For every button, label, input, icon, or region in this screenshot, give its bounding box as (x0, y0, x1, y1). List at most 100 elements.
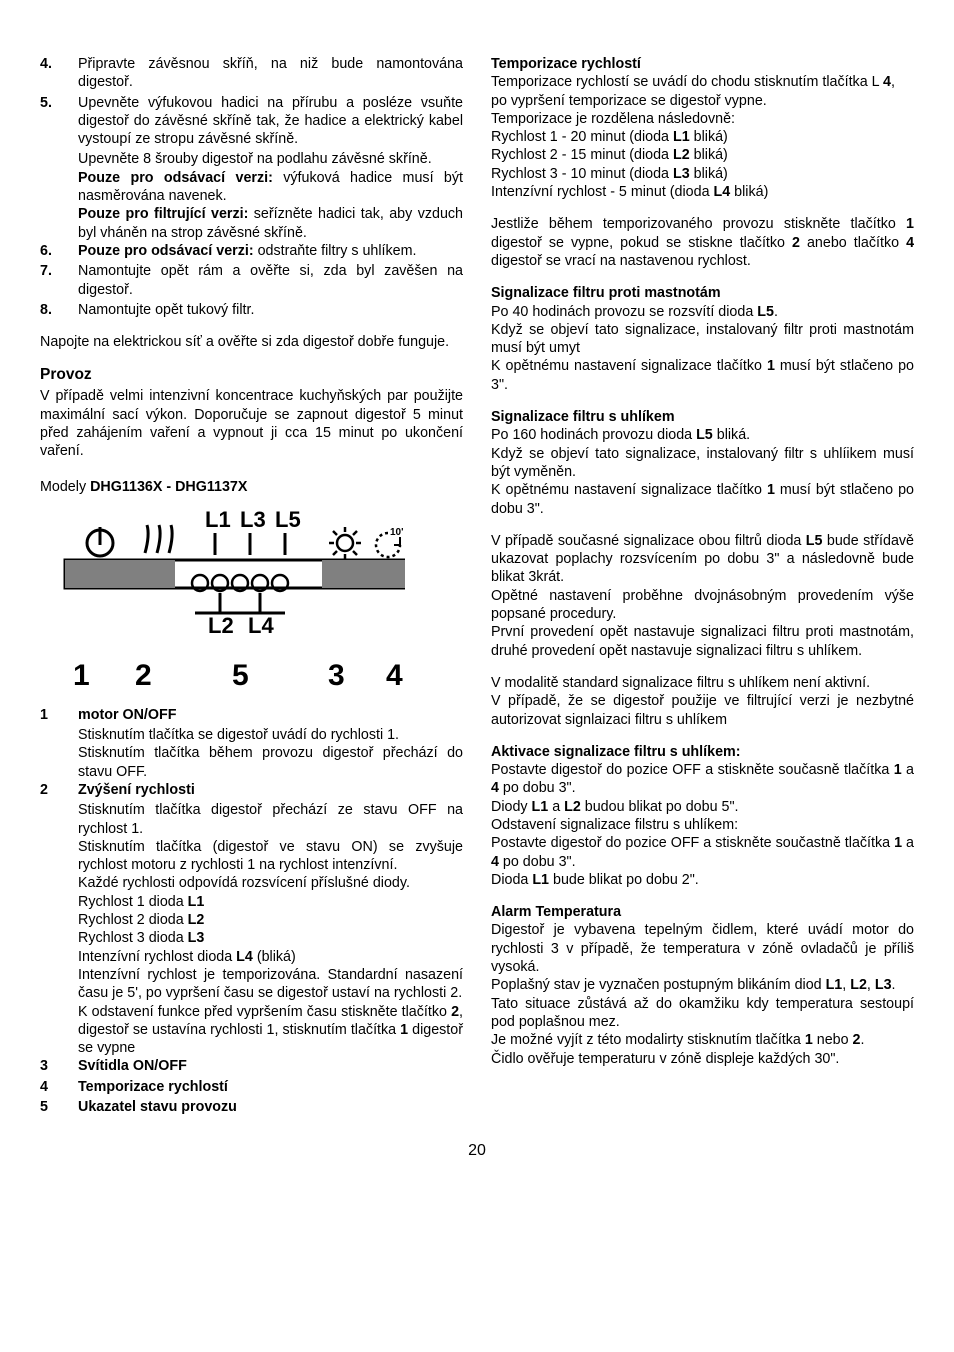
control-3: 3Svítidla ON/OFF (40, 1057, 463, 1075)
svg-text:1: 1 (73, 659, 90, 692)
temp-p1: Temporizace rychlostí se uvádí do chodu … (491, 73, 914, 110)
pre: Intenzívní rychlost dioda (78, 949, 236, 965)
c: , (867, 977, 875, 993)
b: L3 (673, 166, 690, 182)
both-p2: Opětné nastavení proběhne dvojnásobným p… (491, 587, 914, 624)
c: budou blikat po dobu 5". (581, 799, 739, 815)
c: po dobu 3". (499, 780, 576, 796)
temp-p3: Jestliže během temporizovaného provozu s… (491, 215, 914, 270)
modely-line: Modely DHG1136X - DHG1137X (40, 478, 463, 496)
a: Je možné vyjít z této modalirty stisknut… (491, 1032, 805, 1048)
two-columns: 4.Připravte závěsnou skříň, na niž bude … (40, 55, 914, 1118)
control-5: 5Ukazatel stavu provozu (40, 1098, 463, 1116)
snum: 2 (40, 781, 78, 799)
sigm-p1: Po 40 hodinách provozu se rozsvítí dioda… (491, 303, 914, 321)
post: bliká) (690, 129, 728, 145)
list-item-5: 5.Upevněte výfukovou hadici na přírubu a… (40, 94, 463, 149)
L5: L5 (696, 427, 713, 443)
svg-text:3: 3 (328, 659, 345, 692)
tl2: Rychlost 2 - 15 minut (dioda L2 bliká) (491, 146, 914, 164)
b4: 4 (906, 235, 914, 251)
svg-text:L4: L4 (248, 613, 274, 638)
tl3: Rychlost 3 - 10 minut (dioda L3 bliká) (491, 165, 914, 183)
b: digestoř se vypne, pokud se stiskne tlač… (491, 235, 792, 251)
d: digestoř se vrací na nastavenou rychlost… (491, 253, 751, 269)
a: V případě současné signalizace obou filt… (491, 533, 806, 549)
bold: Pouze pro odsávací verzi: (78, 243, 254, 259)
d: . (892, 977, 896, 993)
b: a (902, 835, 914, 851)
right-column: Temporizace rychlostí Temporizace rychlo… (491, 55, 914, 1118)
control-panel-diagram: L1 L3 L5 10' (40, 505, 405, 700)
L3: L3 (875, 977, 892, 993)
title: Svítidla ON/OFF (78, 1057, 463, 1075)
b: nebo (813, 1032, 853, 1048)
alarm-p1: Digestoř je vybavena tepelným čidlem, kt… (491, 921, 914, 976)
pre: Rychlost 3 - 10 minut (dioda (491, 166, 673, 182)
pre: Rychlost 1 dioda (78, 894, 188, 910)
b1: 1 (894, 762, 902, 778)
L2: L2 (564, 799, 581, 815)
title: motor ON/OFF (78, 706, 463, 724)
bold: DHG1136X - DHG1137X (90, 479, 247, 495)
list-item-8: 8.Namontujte opět tukový filtr. (40, 301, 463, 319)
a: Temporizace rychlostí se uvádí do chodu … (491, 74, 883, 90)
txt: Namontujte opět tukový filtr. (78, 301, 463, 319)
svg-text:L5: L5 (275, 507, 301, 532)
control-2: 2Zvýšení rychlosti (40, 781, 463, 799)
list-item-5b: Upevněte 8 šrouby digestoř na podlahu zá… (78, 150, 463, 168)
b: bliká. (713, 427, 750, 443)
svg-text:L1: L1 (205, 507, 231, 532)
title: Ukazatel stavu provozu (78, 1098, 463, 1116)
control-4: 4Temporizace rychlostí (40, 1078, 463, 1096)
b: a (902, 762, 914, 778)
b1: 1 (805, 1032, 813, 1048)
a: K opětnému nastavení signalizace tlačítk… (491, 358, 767, 374)
sp-extra: Intenzívní rychlost je temporizována. St… (78, 966, 463, 1003)
list-item-5c: Pouze pro odsávací verzi: výfuková hadic… (78, 169, 463, 206)
txt: Připravte závěsnou skříň, na niž bude na… (78, 55, 463, 92)
c1l1: Stisknutím tlačítka se digestoř uvádí do… (78, 726, 463, 744)
alarm-p5: Čidlo ověřuje temperaturu v zóně displej… (491, 1050, 914, 1068)
svg-text:10': 10' (390, 527, 404, 538)
both-p1: V případě současné signalizace obou filt… (491, 532, 914, 587)
sp4: Intenzívní rychlost dioda L4 (bliká) (78, 948, 463, 966)
akt-p4: Postavte digestoř do pozice OFF a stiskn… (491, 834, 914, 871)
num: 8. (40, 301, 78, 319)
list-item-4: 4.Připravte závěsnou skříň, na niž bude … (40, 55, 463, 92)
para-after8: Napojte na elektrickou síť a ověřte si z… (40, 333, 463, 351)
b4: 4 (883, 74, 891, 90)
L5: L5 (806, 533, 823, 549)
heading-alarm: Alarm Temperatura (491, 903, 914, 921)
b: L1 (673, 129, 690, 145)
a: K odstavení funkce před vypršením času s… (78, 1004, 451, 1020)
svg-text:L3: L3 (240, 507, 266, 532)
post: bliká) (730, 184, 768, 200)
heading-akt: Aktivace signalizace filtru s uhlíkem: (491, 743, 914, 761)
snum: 4 (40, 1078, 78, 1096)
txt: Upevněte výfukovou hadici na přírubu a p… (78, 94, 463, 149)
c: po dobu 3". (499, 854, 576, 870)
akt-p3: Odstavení signalizace filstru s uhlíkem: (491, 816, 914, 834)
c2l3: Každé rychlosti odpovídá rozsvícení přís… (78, 874, 463, 892)
L1: L1 (532, 872, 549, 888)
alarm-p4: Je možné vyjít z této modalirty stisknut… (491, 1031, 914, 1049)
a: Po 40 hodinách provozu se rozsvítí dioda (491, 304, 757, 320)
L1: L1 (826, 977, 843, 993)
pre: Rychlost 1 - 20 minut (dioda (491, 129, 673, 145)
pre: Intenzívní rychlost - 5 minut (dioda (491, 184, 714, 200)
b: L1 (188, 894, 205, 910)
b: L4 (236, 949, 253, 965)
akt-p5: Dioda L1 bude blikat po dobu 2". (491, 871, 914, 889)
b2: 2 (792, 235, 800, 251)
a: Dioda (491, 872, 532, 888)
L1: L1 (532, 799, 549, 815)
c: anebo tlačítko (800, 235, 906, 251)
para-provoz: V případě velmi intenzivní koncentrace k… (40, 387, 463, 460)
t: odstraňte filtry s uhlíkem. (254, 243, 417, 259)
txt: Namontujte opět rám a ověřte si, zda byl… (78, 262, 463, 299)
num: 4. (40, 55, 78, 92)
alarm-p3: Tato situace zůstává až do okamžiku kdy … (491, 995, 914, 1032)
mod-p1: V modalitě standard signalizace filtru s… (491, 674, 914, 692)
list-item-6: 6.Pouze pro odsávací verzi: odstraňte fi… (40, 242, 463, 260)
